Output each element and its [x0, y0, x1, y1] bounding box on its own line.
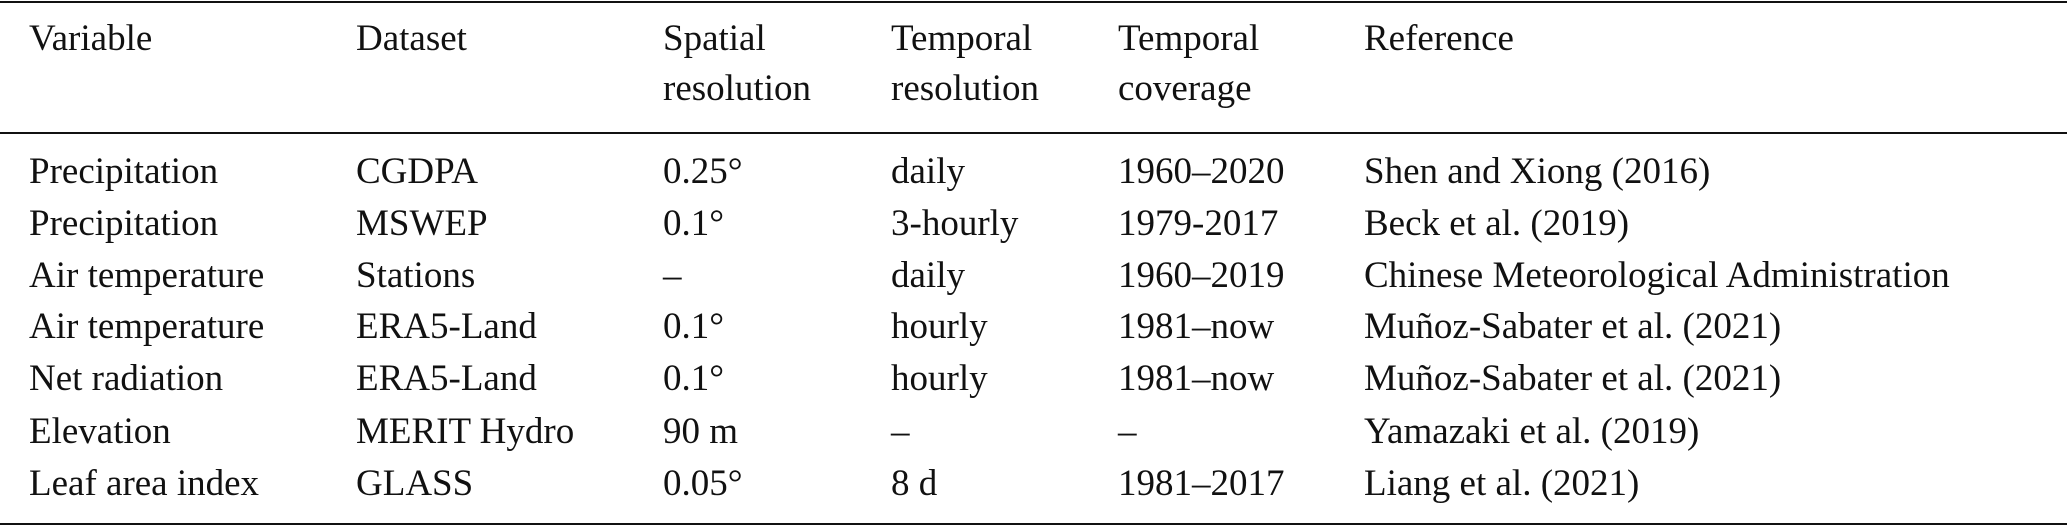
table-cell: Beck et al. (2019): [1364, 203, 1629, 244]
table-cell: 0.05°: [663, 463, 743, 504]
table-cell: MERIT Hydro: [356, 411, 574, 452]
header-cell: Reference: [1364, 18, 1514, 59]
table-cell: 0.25°: [663, 151, 743, 192]
table-cell: 1981–2017: [1118, 463, 1285, 504]
table-cell: Muñoz-Sabater et al. (2021): [1364, 306, 1781, 347]
table-cell: 1960–2020: [1118, 151, 1285, 192]
table-cell: 0.1°: [663, 358, 724, 399]
table-cell: Precipitation: [29, 151, 218, 192]
table-cell: 3-hourly: [891, 203, 1019, 244]
table-cell: hourly: [891, 306, 988, 347]
table-cell: Muñoz-Sabater et al. (2021): [1364, 358, 1781, 399]
header-cell: Spatial: [663, 18, 766, 59]
header-cell: resolution: [891, 68, 1039, 109]
header-cell: Variable: [29, 18, 152, 59]
header-cell: resolution: [663, 68, 811, 109]
table-cell: Air temperature: [29, 255, 264, 296]
table-cell: Elevation: [29, 411, 171, 452]
table-cell: 0.1°: [663, 306, 724, 347]
header-cell: Dataset: [356, 18, 468, 59]
table-cell: 1981–now: [1118, 306, 1275, 347]
table-cell: 90 m: [663, 411, 738, 452]
header-cell: coverage: [1118, 68, 1252, 109]
table-cell: –: [890, 411, 910, 452]
table-cell: Chinese Meteorological Administration: [1364, 255, 1950, 296]
table-cell: 1979-2017: [1118, 203, 1278, 244]
table-cell: Yamazaki et al. (2019): [1364, 411, 1699, 452]
table-cell: Air temperature: [29, 306, 264, 347]
table-cell: 1960–2019: [1118, 255, 1285, 296]
table-cell: ERA5-Land: [356, 358, 537, 399]
header-cell: Temporal: [1118, 18, 1259, 59]
table-cell: Net radiation: [29, 358, 223, 399]
table-cell: 0.1°: [663, 203, 724, 244]
table-cell: MSWEP: [356, 203, 488, 244]
table-cell: daily: [891, 255, 965, 296]
table-cell: ERA5-Land: [356, 306, 537, 347]
table-cell: hourly: [891, 358, 988, 399]
table-cell: 1981–now: [1118, 358, 1275, 399]
table-cell: daily: [891, 151, 965, 192]
table-cell: CGDPA: [356, 151, 478, 192]
table-cell: 8 d: [891, 463, 938, 504]
table-cell: Stations: [356, 255, 475, 296]
table-cell: –: [662, 255, 682, 296]
header-cell: Temporal: [891, 18, 1032, 59]
table-cell: Shen and Xiong (2016): [1364, 151, 1710, 192]
table-cell: –: [1117, 411, 1137, 452]
table-cell: GLASS: [356, 463, 473, 504]
table-cell: Liang et al. (2021): [1364, 463, 1639, 504]
table-cell: Precipitation: [29, 203, 218, 244]
table-cell: Leaf area index: [29, 463, 260, 504]
